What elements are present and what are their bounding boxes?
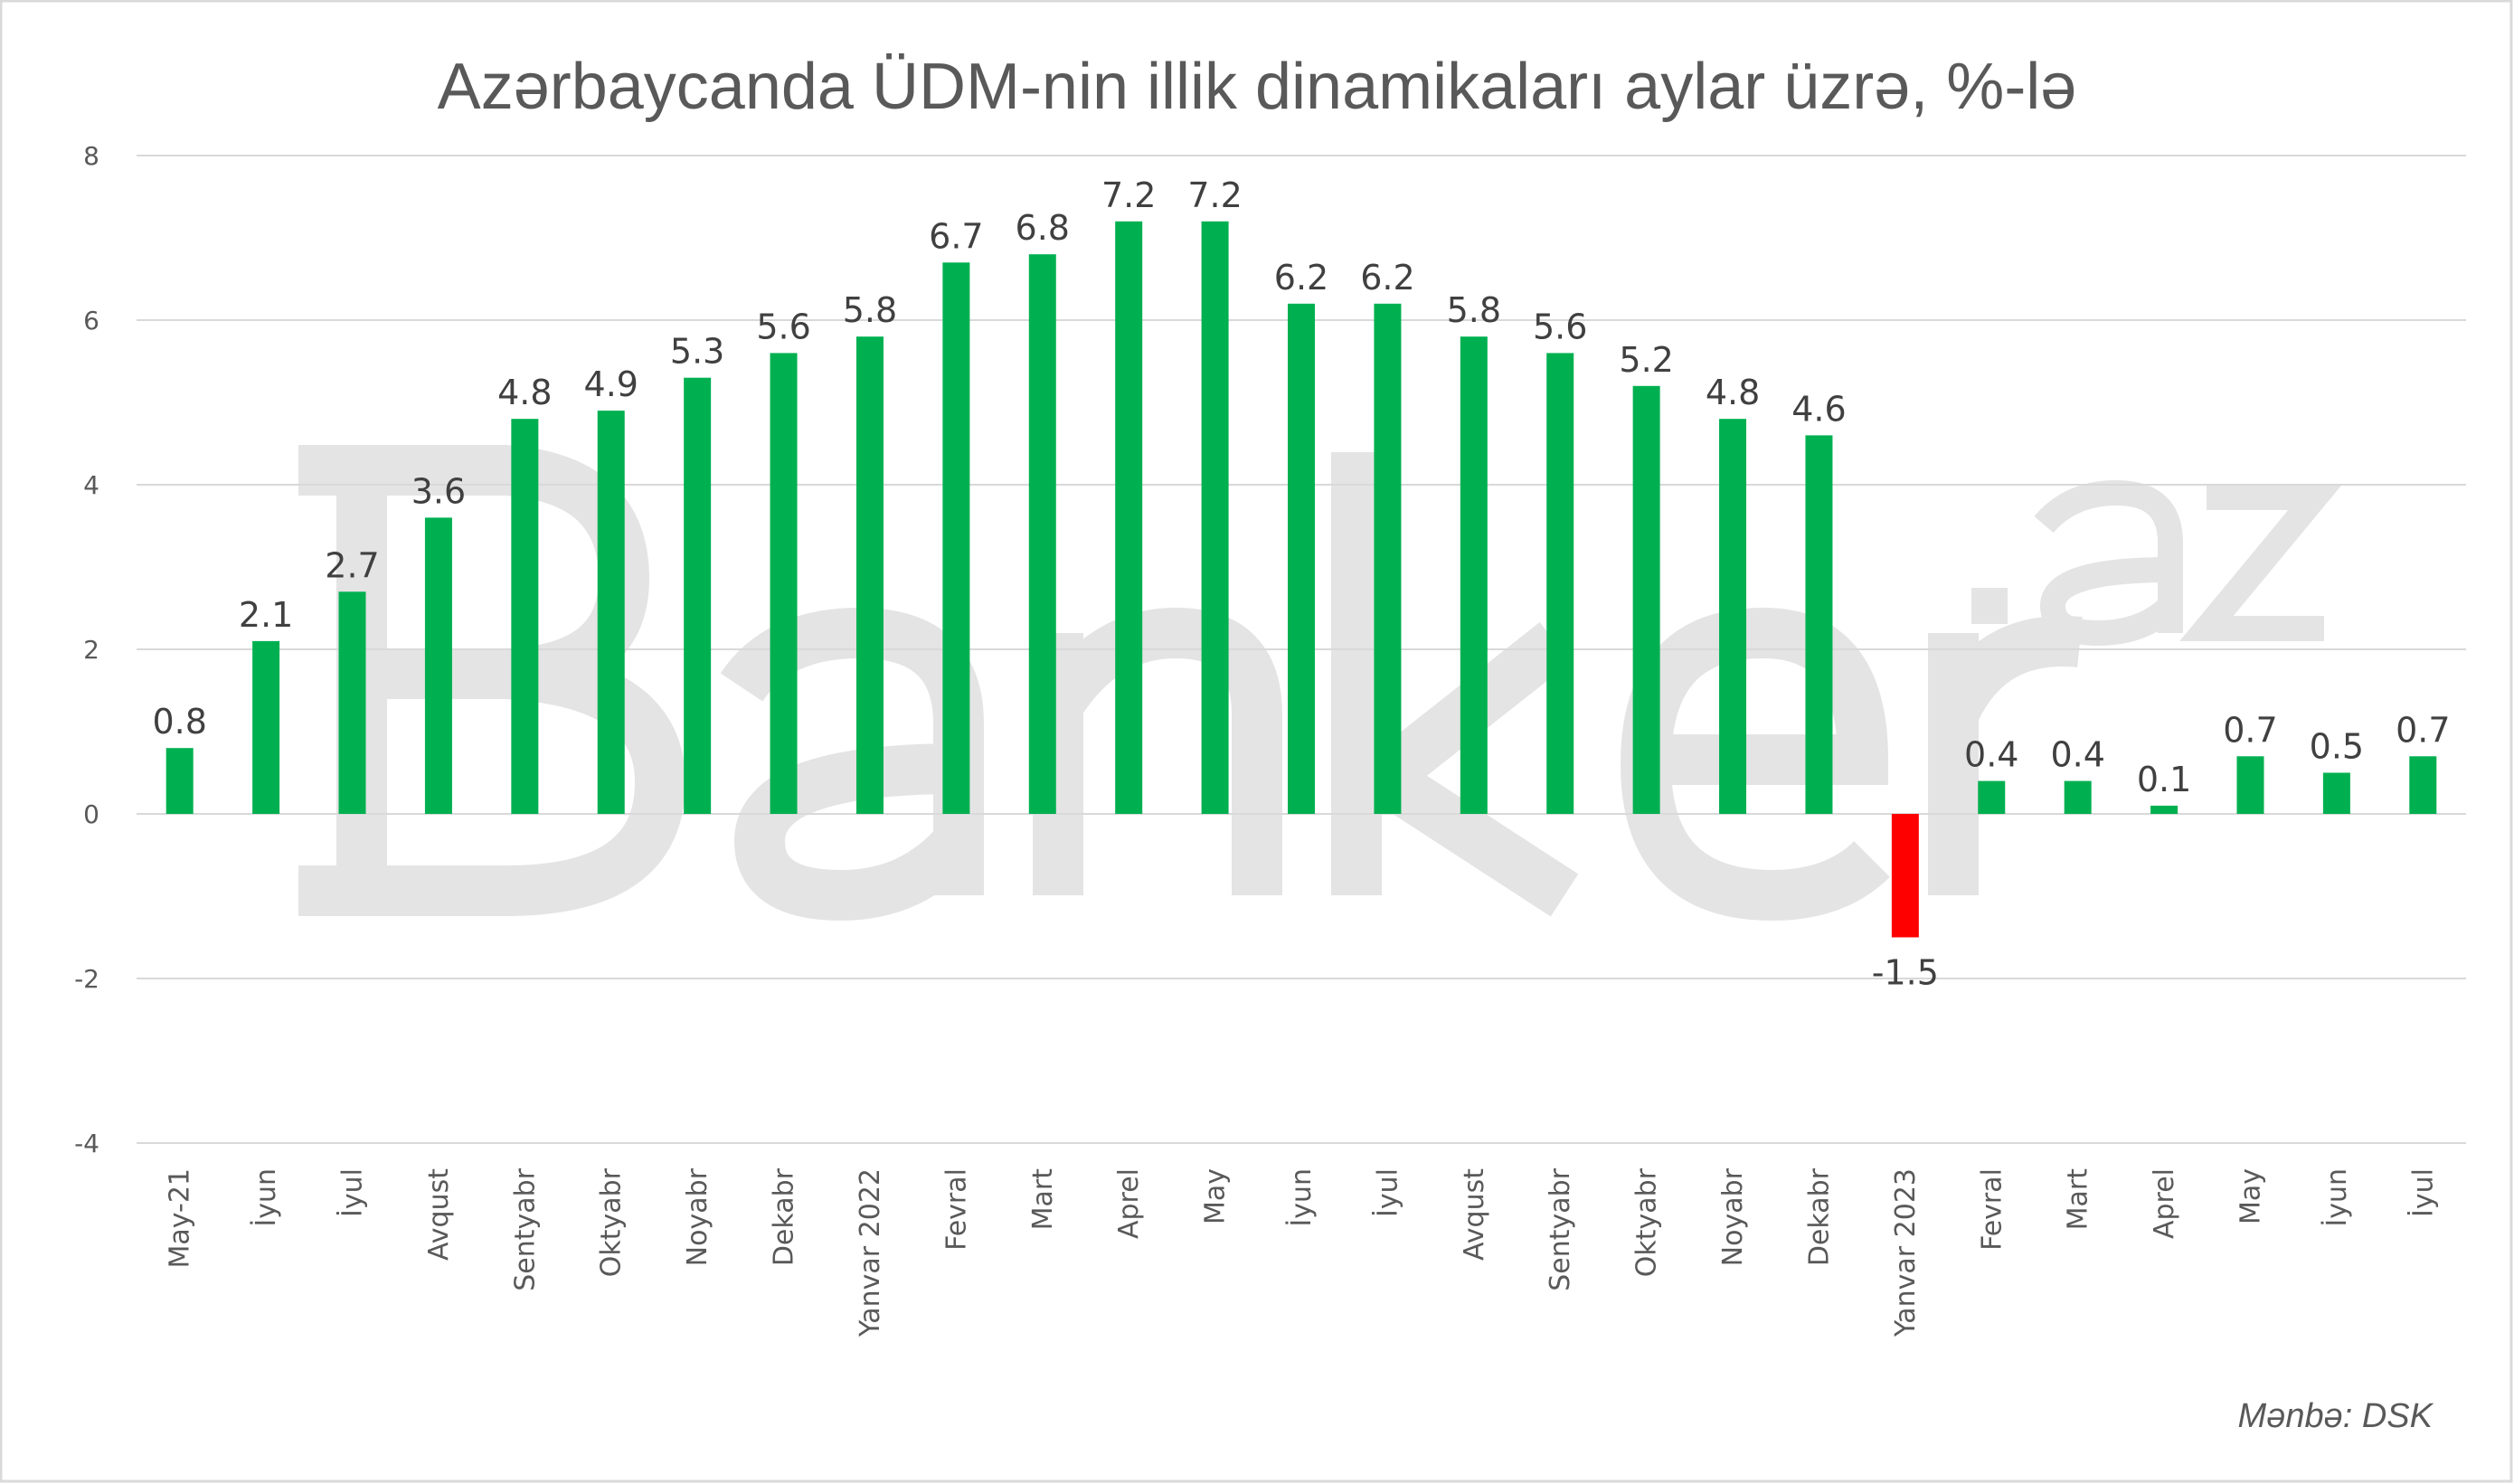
bar [1805, 435, 1833, 814]
x-category-label: Sentyabr [1545, 1167, 1576, 1290]
x-category-label: Yanvar 2023 [1890, 1168, 1922, 1337]
x-category-label: Avqust [1459, 1168, 1490, 1261]
bar [684, 377, 712, 814]
bar [2150, 805, 2178, 814]
bar [252, 640, 280, 814]
bar [2236, 756, 2264, 814]
x-category-label: Fevral [1976, 1168, 2008, 1251]
data-label: 0.8 [152, 702, 206, 742]
data-label: -1.5 [1872, 953, 1939, 993]
bar [770, 353, 798, 814]
bar [1201, 221, 1229, 815]
x-category-label: Sentyabr [509, 1167, 541, 1290]
x-category-label: Avqust [423, 1168, 455, 1261]
x-category-label: Aprel [1113, 1168, 1145, 1239]
data-label: 6.2 [1274, 258, 1328, 298]
bar [1374, 303, 1402, 814]
data-label: 6.8 [1016, 208, 1070, 248]
bar [165, 748, 194, 814]
data-label: 6.7 [929, 216, 983, 256]
bar [1460, 336, 1488, 814]
x-category-label: Noyabr [1717, 1167, 1749, 1266]
x-category-label: İyun [250, 1168, 282, 1227]
data-label: 6.2 [1360, 258, 1414, 298]
data-label: 5.3 [670, 332, 724, 372]
bar [2322, 772, 2350, 814]
data-label: 3.6 [411, 471, 466, 511]
data-label: 5.8 [1447, 290, 1501, 330]
data-label: 5.6 [756, 307, 810, 346]
bar [1115, 221, 1143, 815]
bar [1028, 254, 1056, 814]
bar [1288, 303, 1315, 814]
x-category-label: İyun [1285, 1168, 1318, 1227]
x-category-label: Yanvar 2022 [855, 1168, 886, 1337]
data-label: 4.6 [1791, 389, 1846, 429]
x-category-label: May [1200, 1168, 1232, 1224]
x-category-label: Dekabr [1803, 1167, 1835, 1266]
bar [1719, 419, 1747, 814]
bar [1546, 353, 1574, 814]
y-tick-label: 8 [83, 141, 99, 171]
bar [511, 419, 539, 814]
y-tick-label: -2 [74, 964, 99, 994]
data-label: 2.7 [325, 545, 379, 585]
x-category-label: May-21 [165, 1168, 196, 1269]
x-category-label: Dekabr [769, 1167, 800, 1266]
x-category-label: Mart [1027, 1168, 1059, 1231]
x-category-label: İyul [336, 1168, 369, 1217]
x-category-label: Mart [2063, 1168, 2094, 1231]
data-label: 0.4 [2050, 735, 2104, 775]
chart-title: Azərbaycanda ÜDM-nin illik dinamikaları … [438, 51, 2077, 123]
data-label: 0.1 [2137, 760, 2191, 799]
data-label: 5.6 [1533, 307, 1587, 346]
x-category-label: İyun [2320, 1168, 2353, 1227]
bar [597, 411, 625, 814]
bar [2409, 756, 2437, 814]
data-label: 0.7 [2396, 710, 2450, 750]
y-tick-label: 2 [83, 635, 99, 665]
x-category-label: Oktyabr [596, 1167, 628, 1277]
bar [1891, 814, 1919, 938]
x-category-label: İyul [2406, 1168, 2439, 1217]
y-tick-label: 6 [83, 306, 99, 336]
bar [2064, 780, 2092, 814]
y-tick-label: 0 [83, 799, 99, 829]
bar [1632, 385, 1660, 814]
x-category-label: May [2235, 1168, 2266, 1224]
x-category-label: Aprel [2149, 1168, 2180, 1239]
data-label: 5.8 [843, 290, 897, 330]
x-category-label: Noyabr [682, 1167, 714, 1266]
y-tick-label: 4 [83, 470, 99, 500]
bar [1978, 780, 2006, 814]
data-label: 2.1 [239, 595, 293, 635]
data-label: 0.5 [2310, 727, 2364, 767]
data-label: 7.2 [1187, 175, 1242, 215]
bar [424, 517, 452, 814]
x-category-label: İyul [1371, 1168, 1403, 1217]
y-tick-label: -4 [74, 1129, 99, 1158]
data-label: 4.8 [497, 373, 552, 412]
bar [942, 262, 970, 814]
data-label: 7.2 [1101, 175, 1156, 215]
data-label: 4.9 [584, 364, 638, 404]
x-category-label: Oktyabr [1631, 1167, 1663, 1277]
data-label: 4.8 [1706, 373, 1760, 412]
data-label: 5.2 [1619, 340, 1673, 380]
source-note: Mənbə: DSK [2238, 1397, 2434, 1435]
data-label: 0.7 [2223, 710, 2277, 750]
data-label: 0.4 [1964, 735, 2018, 775]
bar [338, 591, 366, 814]
x-category-label: Fevral [940, 1168, 972, 1251]
bar [855, 336, 884, 814]
